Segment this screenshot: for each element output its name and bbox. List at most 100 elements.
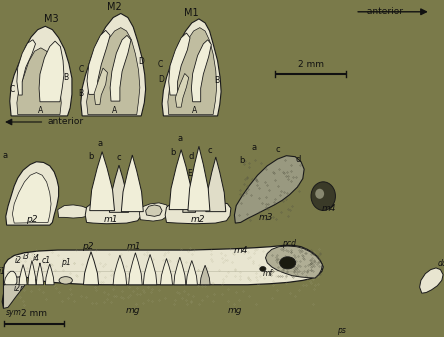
Polygon shape: [206, 157, 226, 212]
Polygon shape: [162, 19, 221, 116]
Text: A: A: [112, 105, 117, 115]
Text: 2 mm: 2 mm: [21, 309, 47, 318]
Text: sym: sym: [6, 308, 22, 317]
Ellipse shape: [315, 189, 324, 199]
Text: c: c: [207, 146, 212, 155]
Text: C: C: [158, 60, 163, 69]
Circle shape: [280, 257, 296, 269]
Text: mg: mg: [228, 306, 242, 315]
Text: b: b: [170, 148, 176, 157]
Text: a: a: [97, 139, 103, 148]
Polygon shape: [94, 68, 107, 104]
Text: D: D: [158, 75, 164, 84]
Text: A: A: [192, 106, 197, 115]
Text: a: a: [3, 151, 8, 160]
Text: m4: m4: [321, 204, 336, 213]
Polygon shape: [10, 26, 72, 116]
Text: mg: mg: [126, 306, 140, 315]
Polygon shape: [36, 263, 44, 285]
Ellipse shape: [59, 277, 72, 284]
Text: B: B: [63, 73, 68, 82]
Bar: [0, 120, 444, 226]
Text: E: E: [188, 169, 192, 178]
Text: p1: p1: [61, 258, 71, 267]
Polygon shape: [58, 205, 91, 218]
Text: ps: ps: [337, 327, 345, 335]
Polygon shape: [175, 73, 189, 107]
Polygon shape: [17, 40, 36, 95]
Text: b: b: [88, 152, 94, 161]
Text: m4: m4: [234, 246, 248, 254]
Text: m3: m3: [259, 213, 274, 222]
Polygon shape: [168, 28, 217, 115]
Polygon shape: [4, 271, 17, 285]
Polygon shape: [186, 261, 198, 285]
Text: M3: M3: [44, 14, 58, 24]
Polygon shape: [87, 30, 110, 94]
Text: C: C: [78, 65, 83, 73]
Polygon shape: [169, 150, 193, 210]
Polygon shape: [12, 173, 51, 223]
Text: 2 mm: 2 mm: [298, 60, 324, 69]
Polygon shape: [85, 203, 141, 224]
Text: i1: i1: [0, 267, 6, 276]
Polygon shape: [420, 268, 443, 293]
Ellipse shape: [311, 182, 335, 210]
Polygon shape: [87, 28, 140, 115]
Text: a: a: [251, 143, 257, 152]
Polygon shape: [129, 253, 142, 285]
Polygon shape: [19, 265, 27, 285]
Polygon shape: [109, 165, 129, 212]
Text: B: B: [78, 89, 83, 97]
Text: dc: dc: [437, 259, 444, 268]
Text: d: d: [188, 152, 194, 161]
Polygon shape: [165, 202, 231, 224]
Text: p2: p2: [82, 242, 94, 251]
Polygon shape: [191, 40, 211, 102]
Text: d: d: [296, 155, 301, 164]
Polygon shape: [188, 146, 210, 211]
Text: m2: m2: [190, 215, 205, 224]
Text: b: b: [239, 156, 245, 165]
Polygon shape: [39, 41, 64, 102]
Polygon shape: [183, 179, 195, 212]
Text: A: A: [38, 106, 44, 115]
Polygon shape: [121, 155, 143, 212]
Text: m1: m1: [127, 242, 141, 251]
Polygon shape: [143, 254, 157, 285]
Text: c1: c1: [42, 256, 51, 265]
Text: a: a: [177, 134, 182, 143]
Polygon shape: [2, 245, 323, 308]
Polygon shape: [90, 152, 115, 211]
Polygon shape: [113, 255, 127, 285]
Text: m1: m1: [104, 215, 118, 224]
Text: B: B: [214, 76, 219, 85]
Polygon shape: [17, 48, 61, 115]
Bar: [0, 2, 444, 116]
Text: anterior: anterior: [48, 118, 84, 126]
Text: i4: i4: [33, 254, 40, 263]
Polygon shape: [28, 261, 36, 285]
Polygon shape: [161, 258, 172, 285]
Polygon shape: [139, 203, 170, 221]
Polygon shape: [110, 35, 131, 101]
Text: p2: p2: [26, 215, 38, 224]
Text: M2: M2: [107, 2, 122, 12]
Bar: [0, 229, 444, 335]
Text: anterior: anterior: [364, 7, 403, 16]
Text: c: c: [117, 153, 121, 162]
Polygon shape: [200, 265, 210, 285]
Polygon shape: [4, 277, 27, 308]
Polygon shape: [81, 13, 146, 116]
Text: mf: mf: [262, 269, 272, 278]
Text: C: C: [10, 85, 15, 94]
Text: i3: i3: [23, 252, 30, 261]
Polygon shape: [146, 205, 162, 216]
Text: i2: i2: [14, 256, 21, 265]
Polygon shape: [234, 156, 304, 223]
Polygon shape: [83, 252, 99, 285]
Text: D: D: [138, 57, 144, 66]
Polygon shape: [174, 257, 186, 285]
Text: i2r: i2r: [14, 284, 24, 293]
Text: M1: M1: [185, 7, 199, 18]
